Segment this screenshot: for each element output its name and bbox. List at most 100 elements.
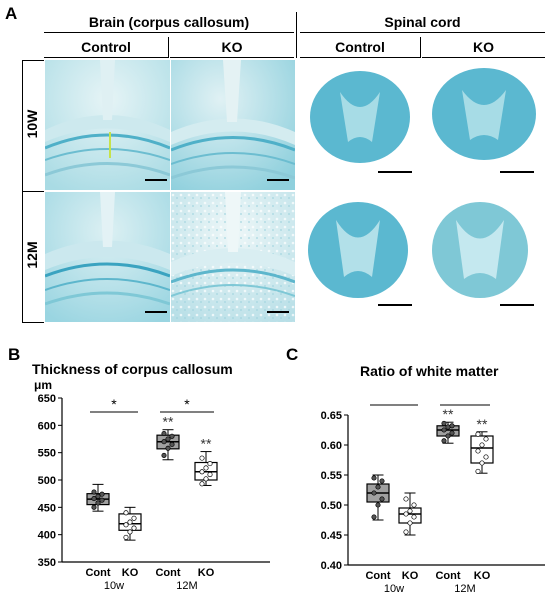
- data-point: [95, 500, 101, 506]
- data-point: [371, 490, 377, 496]
- data-point: [407, 508, 413, 514]
- data-point: [375, 484, 381, 490]
- spinal-control-header: Control: [300, 37, 420, 58]
- y-tick-label: 650: [38, 393, 56, 405]
- y-tick-label: 350: [38, 557, 56, 569]
- data-point: [441, 438, 447, 444]
- category-label: Cont: [85, 567, 110, 579]
- data-point: [483, 436, 489, 442]
- y-tick-label: 0.40: [321, 560, 342, 572]
- data-point: [165, 445, 171, 451]
- data-point: [169, 441, 175, 448]
- data-point: [479, 460, 485, 466]
- category-label: Cont: [155, 567, 180, 579]
- data-point: [127, 519, 133, 525]
- y-unit-label: μm: [34, 378, 53, 392]
- row-label-10w: 10W: [24, 109, 40, 139]
- brain-ko-header: KO: [170, 37, 294, 58]
- data-point: [403, 511, 409, 517]
- significance-star: *: [184, 396, 190, 412]
- significance-star: *: [462, 400, 468, 405]
- spinal-header: Spinal cord: [300, 12, 545, 33]
- spinal-ko-header: KO: [422, 37, 545, 58]
- chart-title-thickness: Thickness of corpus callosum: [32, 361, 233, 377]
- y-tick-label: 600: [38, 420, 56, 432]
- data-point: [411, 502, 417, 508]
- data-point: [483, 454, 489, 460]
- category-label: KO: [402, 570, 419, 582]
- panel-c-letter: C: [286, 345, 299, 364]
- y-tick-label: 0.60: [321, 440, 342, 452]
- brain-micrograph-control-10w: [45, 60, 170, 190]
- brain-micrograph-ko-10w: [171, 60, 295, 190]
- panel-a-letter: A: [5, 4, 18, 23]
- group-label: 12M: [176, 580, 197, 592]
- significance-star: *: [391, 400, 397, 405]
- category-label: KO: [474, 570, 491, 582]
- data-point: [91, 489, 97, 495]
- spinal-cord-control-10w: [310, 71, 412, 173]
- data-point: [207, 471, 213, 478]
- data-point: [161, 439, 167, 445]
- y-tick-label: 0.55: [321, 470, 342, 482]
- panel-b-letter: B: [8, 345, 21, 364]
- y-tick-label: 500: [38, 475, 56, 487]
- y-tick-label: 0.50: [321, 500, 342, 512]
- data-point: [91, 496, 97, 502]
- data-point: [203, 465, 209, 471]
- brain-header: Brain (corpus callosum): [44, 12, 294, 33]
- category-label: Cont: [435, 570, 460, 582]
- data-point: [91, 504, 97, 510]
- group-label: 10w: [104, 580, 124, 592]
- data-point: [449, 423, 455, 429]
- row-bracket: [22, 60, 44, 61]
- brain-micrograph-ko-12m: [171, 192, 295, 322]
- data-point: [375, 502, 381, 508]
- y-tick-label: 0.45: [321, 530, 342, 542]
- significance-star: **: [477, 416, 488, 432]
- group-label: 10w: [384, 583, 404, 595]
- category-label: KO: [198, 567, 215, 579]
- data-point: [479, 442, 485, 448]
- data-point: [445, 433, 451, 439]
- significance-star: **: [443, 406, 454, 422]
- data-point: [199, 469, 205, 475]
- significance-star: **: [163, 414, 174, 430]
- data-point: [475, 448, 481, 454]
- y-tick-label: 400: [38, 530, 56, 542]
- category-label: KO: [122, 567, 139, 579]
- y-tick-label: 450: [38, 502, 56, 514]
- header-divider: [420, 37, 421, 58]
- spinal-cord-ko-12m: [432, 202, 534, 306]
- data-point: [165, 436, 171, 442]
- data-point: [123, 510, 129, 516]
- significance-star: **: [201, 436, 212, 452]
- data-point: [199, 481, 205, 487]
- data-point: [161, 452, 167, 458]
- spinal-cord-control-12m: [308, 202, 412, 306]
- data-point: [99, 497, 105, 503]
- data-point: [123, 522, 129, 528]
- data-point: [475, 468, 481, 474]
- data-point: [95, 493, 101, 499]
- data-point: [371, 475, 377, 481]
- group-label: 12M: [454, 583, 475, 595]
- data-point: [407, 520, 413, 526]
- data-point: [199, 455, 205, 461]
- data-point: [441, 427, 447, 433]
- brain-micrograph-control-12m: [45, 192, 170, 322]
- data-point: [123, 534, 129, 540]
- data-point: [99, 491, 105, 497]
- data-point: [207, 461, 213, 467]
- brain-control-header: Control: [44, 37, 168, 58]
- row-bracket: [22, 191, 44, 192]
- data-point: [441, 420, 447, 426]
- chart-title-white-matter: Ratio of white matter: [360, 363, 499, 379]
- data-point: [161, 430, 167, 437]
- row-bracket: [22, 322, 44, 323]
- data-point: [131, 515, 137, 521]
- data-point: [131, 525, 137, 531]
- box: [470, 435, 494, 464]
